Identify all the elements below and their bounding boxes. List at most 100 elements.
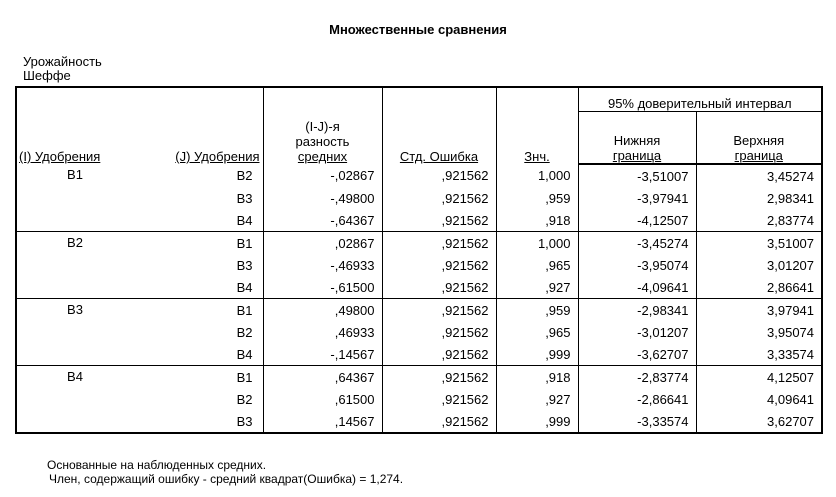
- cell-mean-difference: -,14567: [262, 343, 382, 366]
- table-row: B2 ,46933,921562,965 -3,01207 3,95074: [16, 321, 823, 343]
- table-row: B3 -,46933,921562,965 -3,95074 3,01207: [16, 254, 823, 276]
- cell-std-error: ,921562: [381, 209, 496, 232]
- cell-upper-bound: 2,83774: [695, 209, 823, 232]
- table-row: B2 B1,02867,921562 1,000 -3,45274 3,51007: [16, 231, 823, 299]
- cell-mean-difference: -,46933: [262, 254, 382, 276]
- row-i-level: B1: [67, 167, 83, 182]
- header-j-factor: (J) Удобрения: [175, 149, 260, 164]
- header-i-factor: (I) Удобрения: [19, 149, 101, 164]
- cell-mean-difference: -,61500: [262, 276, 382, 299]
- cell-lower-bound: -3,33574: [577, 410, 696, 433]
- cell-sig: ,927: [495, 276, 578, 299]
- header-lower-bound: Нижняя граница: [577, 111, 696, 165]
- cell-std-error: ,921562: [381, 410, 496, 433]
- header-std-error: Стд. Ошибка: [381, 87, 496, 164]
- footnote-observed-means: Основанные на наблюденных средних.: [47, 458, 267, 472]
- header-row-bottom: Нижняя граница Верхняя граница: [16, 111, 823, 165]
- header-mean-difference: (I-J)-я разность средних: [262, 87, 382, 164]
- row-i-level: B3: [16, 298, 133, 366]
- row-j-level: B4: [236, 212, 253, 228]
- cell-lower-bound: -2,83774: [577, 365, 696, 388]
- cell-upper-bound: 3,45274: [695, 164, 823, 187]
- cell-sig: ,959: [495, 298, 578, 321]
- footnote-error-term: Член, содержащий ошибку - средний квадра…: [49, 472, 404, 486]
- row-j-level: B3: [236, 257, 253, 273]
- cell-std-error: ,921562: [381, 187, 496, 209]
- row-i-level: B4: [16, 365, 133, 433]
- cell-upper-bound: 3,51007: [695, 231, 823, 254]
- header-upper-bound: Верхняя граница: [695, 111, 823, 165]
- cell-upper-bound: 3,62707: [695, 410, 823, 433]
- cell-sig: ,999: [495, 343, 578, 366]
- cell-std-error: ,921562: [381, 254, 496, 276]
- row-j-level: B2: [236, 324, 253, 340]
- row-j-level: B3: [236, 413, 253, 429]
- row-j-level: B4: [236, 346, 253, 362]
- header-sig: Знч.: [495, 87, 578, 164]
- table-row: B4 -,14567,921562,999 -3,62707 3,33574: [16, 343, 823, 366]
- cell-sig: 1,000: [495, 164, 578, 187]
- cell-sig: ,965: [495, 321, 578, 343]
- cell-std-error: ,921562: [381, 365, 496, 388]
- cell-upper-bound: 2,86641: [695, 276, 823, 299]
- cell-mean-difference: ,61500: [262, 388, 382, 410]
- table-row: B3 B1,49800,921562,959 -2,98341 3,97941: [16, 298, 823, 366]
- row-j-level: B2: [236, 391, 253, 407]
- cell-upper-bound: 3,01207: [695, 254, 823, 276]
- cell-lower-bound: -2,86641: [577, 388, 696, 410]
- row-j-level: B1: [133, 231, 263, 254]
- row-j-level: B2: [236, 168, 253, 183]
- cell-std-error: ,921562: [381, 388, 496, 410]
- cell-sig: ,959: [495, 187, 578, 209]
- cell-std-error: ,921562: [381, 298, 496, 321]
- table-row: B3 ,14567,921562,999 -3,33574 3,62707: [16, 410, 823, 433]
- cell-lower-bound: -2,98341: [577, 298, 696, 321]
- cell-upper-bound: 4,12507: [695, 365, 823, 388]
- cell-mean-difference: -,64367: [262, 209, 382, 232]
- cell-sig: ,927: [495, 388, 578, 410]
- cell-upper-bound: 3,33574: [695, 343, 823, 366]
- cell-std-error: ,921562: [381, 276, 496, 299]
- cell-lower-bound: -3,95074: [577, 254, 696, 276]
- table-row: B2 ,61500,921562,927 -2,86641 4,09641: [16, 388, 823, 410]
- cell-lower-bound: -3,51007: [577, 164, 696, 187]
- table-row: B1 B2 -,02867,921562 1,000 -3,51007 3,45274: [16, 164, 823, 187]
- cell-upper-bound: 4,09641: [695, 388, 823, 410]
- header-row-top: (I) Удобрения (J) Удобрения (I-J)-я разн…: [16, 87, 823, 164]
- cell-lower-bound: -4,09641: [577, 276, 696, 299]
- cell-upper-bound: 3,95074: [695, 321, 823, 343]
- cell-sig: ,918: [495, 209, 578, 232]
- multiple-comparisons-table: (I) Удобрения (J) Удобрения (I-J)-я разн…: [15, 86, 824, 434]
- row-j-level: B4: [236, 279, 253, 295]
- cell-sig: 1,000: [495, 231, 578, 254]
- table-row: B3 -,49800,921562,959 -3,97941 2,98341: [16, 187, 823, 209]
- row-j-level: B1: [133, 298, 263, 321]
- row-i-level: B2: [16, 231, 133, 299]
- cell-sig: ,918: [495, 365, 578, 388]
- cell-sig: ,965: [495, 254, 578, 276]
- cell-lower-bound: -3,45274: [577, 231, 696, 254]
- row-j-level: B3: [236, 190, 253, 206]
- dependent-variable-label: Урожайность: [23, 54, 102, 69]
- cell-mean-difference: ,64367: [262, 365, 382, 388]
- cell-upper-bound: 2,98341: [695, 187, 823, 209]
- cell-lower-bound: -3,97941: [577, 187, 696, 209]
- method-label: Шеффе: [23, 68, 71, 83]
- cell-std-error: ,921562: [381, 321, 496, 343]
- cell-lower-bound: -3,62707: [577, 343, 696, 366]
- cell-mean-difference: ,46933: [262, 321, 382, 343]
- header-ci-group: 95% доверительный интервал: [577, 87, 823, 112]
- cell-mean-difference: ,49800: [262, 298, 382, 321]
- table-row: B4 B1,64367,921562,918 -2,83774 4,12507: [16, 365, 823, 433]
- table-title: Множественные сравнения: [329, 22, 507, 37]
- table-row: B4 -,64367,921562,918 -4,12507 2,83774: [16, 209, 823, 232]
- cell-mean-difference: -,02867: [262, 164, 382, 187]
- cell-upper-bound: 3,97941: [695, 298, 823, 321]
- cell-std-error: ,921562: [381, 164, 496, 187]
- table-row: B4 -,61500,921562,927 -4,09641 2,86641: [16, 276, 823, 299]
- cell-lower-bound: -3,01207: [577, 321, 696, 343]
- cell-sig: ,999: [495, 410, 578, 433]
- cell-mean-difference: -,49800: [262, 187, 382, 209]
- cell-mean-difference: ,02867: [262, 231, 382, 254]
